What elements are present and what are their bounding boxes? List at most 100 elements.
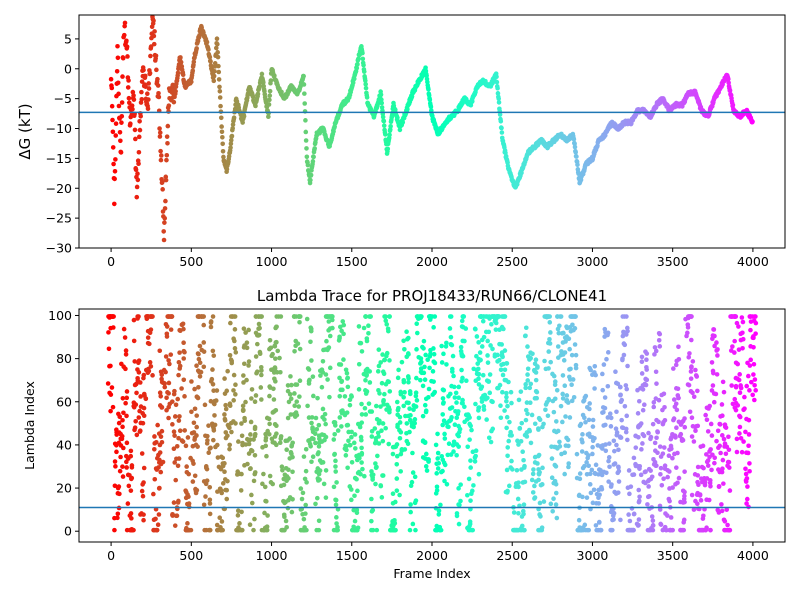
lambda-point [108, 408, 113, 414]
lambda-point [442, 462, 448, 468]
lambda-point [661, 476, 666, 481]
lambda-point [562, 350, 568, 355]
lambda-point [290, 440, 295, 446]
lambda-point [288, 396, 294, 401]
lambda-point [555, 314, 560, 319]
lambda-point [382, 391, 387, 397]
lambda-point [231, 372, 237, 378]
lambda-point [552, 428, 557, 434]
lambda-point [738, 331, 744, 337]
lambda-point [155, 522, 161, 528]
lambda-point [277, 355, 282, 361]
lambda-point [520, 508, 526, 514]
lambda-point [166, 358, 171, 363]
lambda-point [458, 498, 463, 504]
lambda-point [613, 369, 618, 375]
lambda-point [359, 460, 364, 465]
x-tick-label: 0 [107, 254, 115, 269]
lambda-point [340, 319, 346, 324]
lambda-point [638, 472, 644, 478]
lambda-point [369, 527, 374, 533]
lambda-point [272, 365, 278, 370]
lambda-point [315, 395, 320, 401]
lambda-point [711, 327, 716, 332]
lambda-point [398, 391, 404, 397]
lambda-point [467, 527, 473, 533]
lambda-point [390, 491, 396, 496]
lambda-point [126, 483, 132, 489]
lambda-point [693, 373, 699, 378]
lambda-point [267, 393, 272, 399]
lambda-point [613, 426, 619, 431]
lambda-point [525, 372, 530, 377]
lambda-point [604, 356, 609, 362]
lambda-point [399, 359, 405, 365]
lambda-point [322, 417, 327, 422]
dg-point [253, 103, 258, 109]
lambda-point [476, 371, 482, 377]
dg-point [164, 157, 169, 163]
lambda-point [261, 471, 266, 477]
lambda-point [587, 401, 592, 406]
lambda-point [641, 433, 647, 439]
dg-point [424, 73, 429, 78]
lambda-point [443, 344, 449, 349]
lambda-point [217, 486, 223, 492]
lambda-point [369, 409, 375, 414]
dg-point [572, 144, 578, 150]
lambda-point [476, 471, 482, 477]
lambda-point [354, 476, 359, 482]
lambda-point [499, 342, 505, 347]
lambda-point [128, 488, 134, 493]
lambda-point [173, 477, 179, 483]
dg-point [137, 127, 143, 133]
dg-point [110, 145, 116, 150]
lambda-point [698, 498, 704, 503]
lambda-point [631, 511, 637, 517]
lambda-point [227, 352, 233, 358]
lambda-point [654, 463, 659, 468]
dg-point [161, 229, 166, 234]
lambda-point [236, 439, 241, 444]
lambda-point [264, 524, 270, 529]
lambda-point [297, 314, 303, 319]
lambda-point [448, 314, 454, 319]
lambda-point [504, 467, 510, 473]
lambda-point [236, 527, 241, 533]
lambda-point [383, 425, 388, 431]
dg-point [208, 59, 213, 64]
lambda-point [530, 471, 536, 477]
lambda-point [722, 527, 727, 533]
lambda-point [478, 314, 484, 319]
lambda-point [532, 361, 538, 367]
lambda-point [715, 353, 720, 358]
dg-point [160, 187, 165, 192]
lambda-point [307, 441, 313, 447]
lambda-point [386, 441, 392, 447]
lambda-point [286, 467, 291, 473]
lambda-point [467, 523, 472, 529]
lambda-point [630, 472, 635, 478]
dg-point [158, 153, 164, 158]
dg-point [212, 61, 218, 66]
lambda-point [202, 402, 208, 408]
lambda-point [676, 475, 682, 481]
lambda-point [331, 437, 337, 442]
lambda-point [426, 386, 432, 392]
lambda-point [131, 400, 137, 405]
lambda-point [474, 353, 479, 359]
lambda-point [136, 370, 142, 375]
lambda-point [504, 425, 509, 431]
lambda-point [274, 324, 279, 330]
lambda-point [367, 380, 373, 385]
lambda-point [513, 484, 519, 490]
lambda-point [290, 497, 295, 502]
lambda-point [570, 322, 575, 328]
lambda-point [586, 463, 591, 469]
dg-point [426, 87, 431, 92]
lambda-point [476, 415, 482, 421]
lambda-point [246, 363, 251, 368]
lambda-point [256, 321, 262, 327]
lambda-point [323, 421, 328, 427]
lambda-point [468, 465, 473, 470]
